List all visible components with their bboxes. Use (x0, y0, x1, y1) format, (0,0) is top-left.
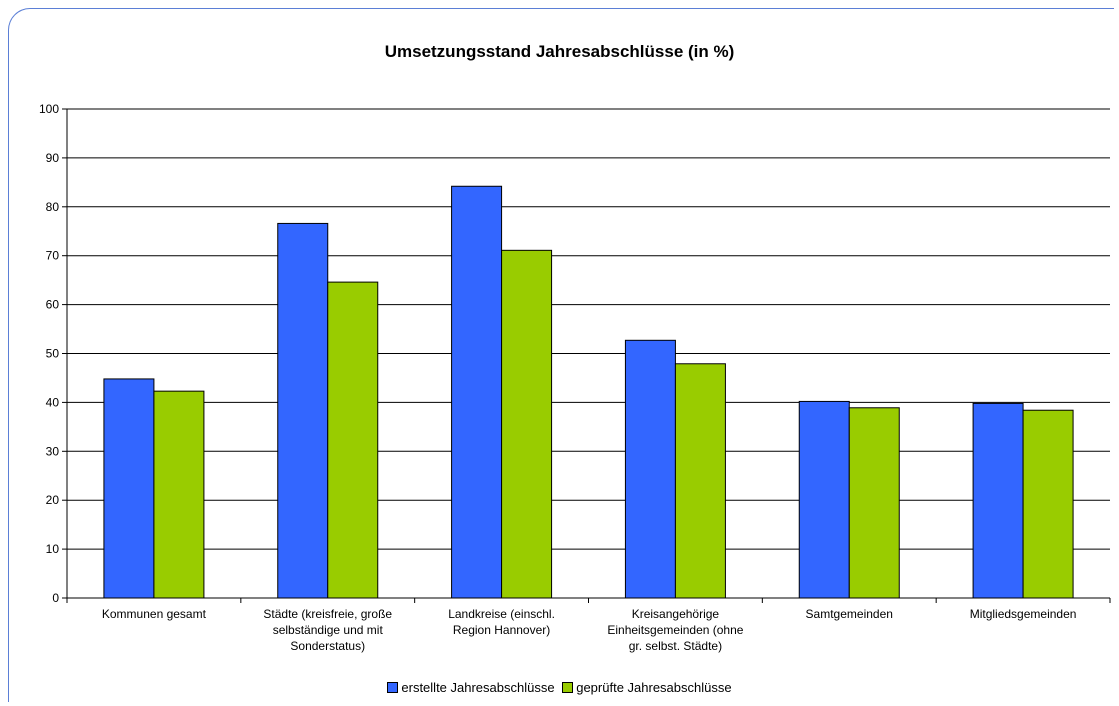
bar (1022, 409, 1074, 599)
x-category-label-line: Sonderstatus) (290, 639, 365, 653)
y-tick-label: 10 (46, 542, 60, 556)
y-tick-label: 20 (46, 493, 60, 507)
x-category-label: Städte (kreisfreie, große selbständige un… (263, 607, 392, 653)
bar (848, 407, 900, 599)
y-tick-label: 0 (52, 591, 59, 605)
bar (277, 222, 329, 599)
x-category-label-line: gr. selbst. Städte) (629, 639, 722, 653)
x-category-label-line: Einheitsgemeinden (ohne (607, 623, 743, 637)
bar (327, 281, 379, 599)
x-category-label-line: Mitgliedsgemeinden (970, 607, 1077, 621)
y-tick-label: 80 (46, 200, 60, 214)
x-category-label-line: Kreisangehörige (632, 607, 720, 621)
bar (674, 363, 726, 599)
chart-title: Umsetzungsstand Jahresabschlüsse (in %) (384, 42, 735, 61)
x-category-label-line: Region Hannover) (453, 623, 550, 637)
x-category-label-line: Samtgemeinden (806, 607, 893, 621)
bar (153, 390, 205, 599)
bar (972, 402, 1024, 599)
bar (501, 249, 553, 599)
bar (624, 339, 676, 599)
legend-swatch-geprueft (562, 682, 574, 693)
x-category-label-line: Landkreise (einschl. (448, 607, 555, 621)
legend-label-geprueft: geprüfte Jahresabschlüsse (576, 680, 732, 695)
x-category-label-line: selbständige und mit (273, 623, 384, 637)
y-tick-label: 70 (46, 249, 60, 263)
y-tick-label: 100 (39, 102, 59, 116)
legend-swatch-erstellt (387, 682, 399, 693)
x-category-label: Samtgemeinden (806, 607, 893, 621)
y-tick-label: 30 (46, 444, 60, 458)
bar (103, 378, 155, 599)
x-category-label: Landkreise (einschl. Region Hannover) (448, 607, 555, 637)
y-tick-label: 50 (46, 347, 60, 361)
x-category-label-line: Städte (kreisfreie, große (263, 607, 392, 621)
legend-item-erstellt: erstellte Jahresabschlüsse (387, 680, 555, 695)
x-category-label: Kreisangehörige Einheitsgemeinden (ohne gr… (607, 607, 743, 653)
x-category-label-line: Kommunen gesamt (102, 607, 207, 621)
y-tick-label: 40 (46, 395, 60, 409)
legend: erstellte Jahresabschlüsse geprüfte Jahr… (0, 680, 1119, 695)
bar (798, 400, 850, 599)
x-category-label: Kommunen gesamt (102, 607, 207, 621)
x-category-label: Mitgliedsgemeinden (970, 607, 1077, 621)
bar (451, 185, 503, 599)
legend-label-erstellt: erstellte Jahresabschlüsse (401, 680, 555, 695)
y-tick-label: 60 (46, 298, 60, 312)
legend-item-geprueft: geprüfte Jahresabschlüsse (562, 680, 732, 695)
chart-frame (8, 8, 1114, 702)
y-tick-label: 90 (46, 151, 60, 165)
